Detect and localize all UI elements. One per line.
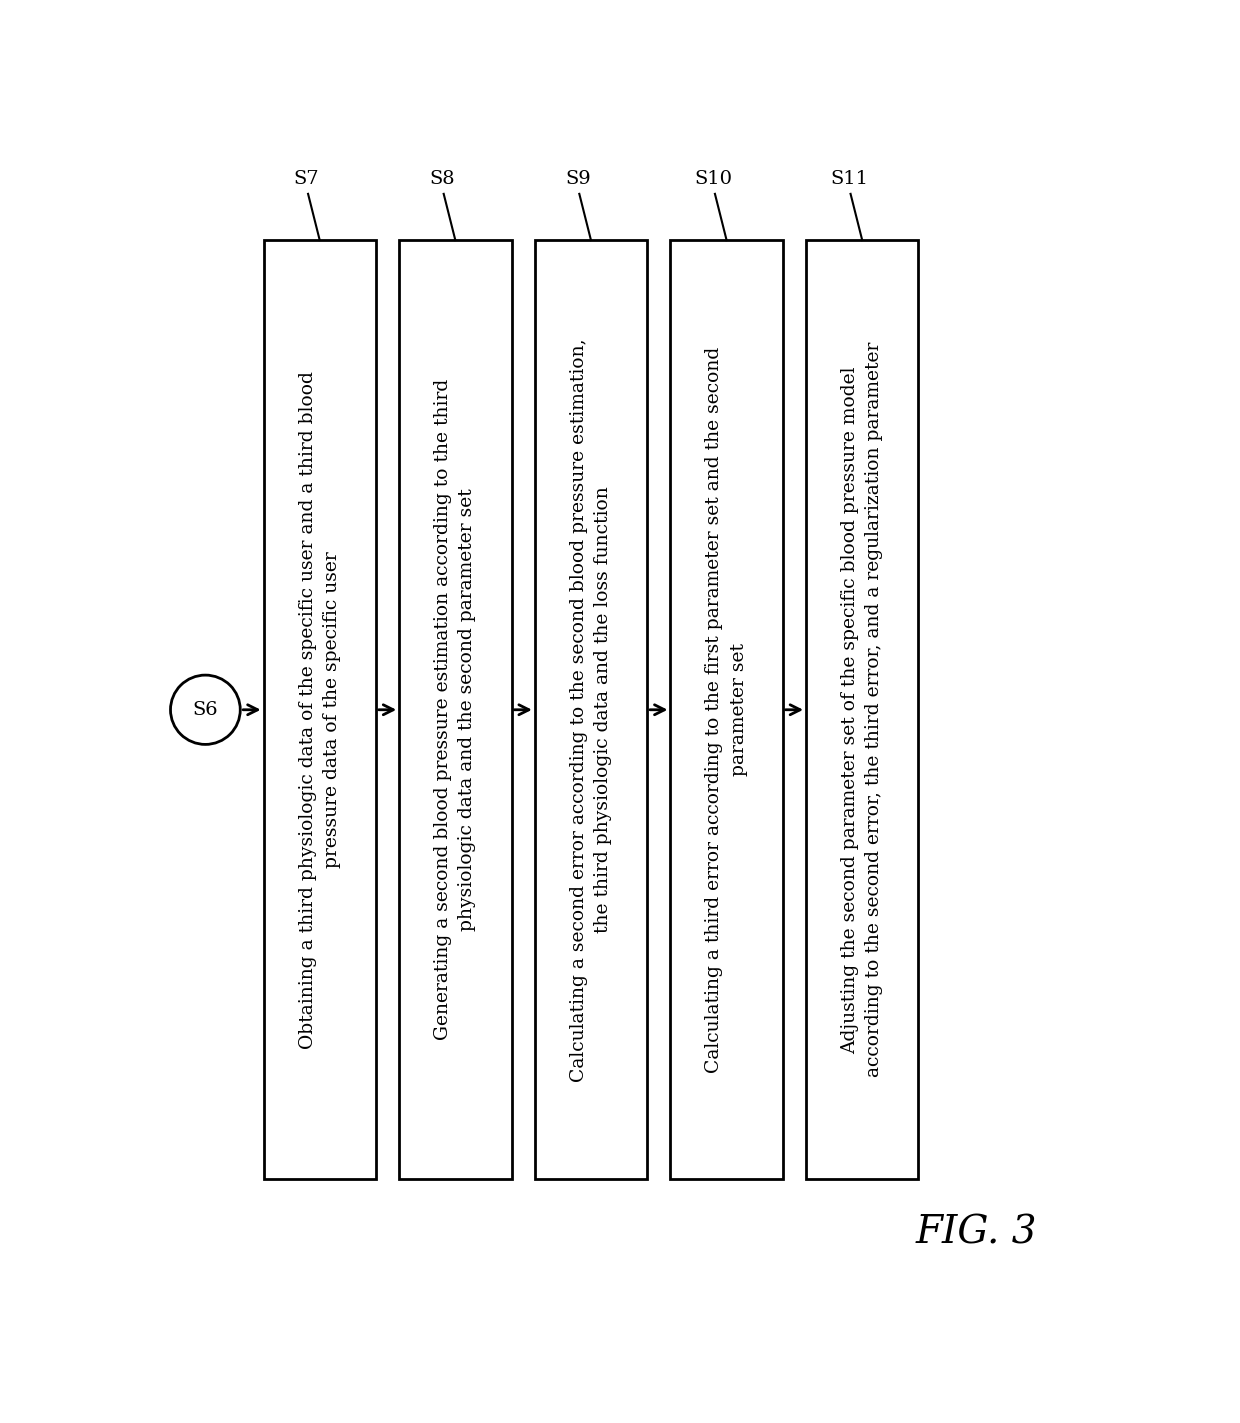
- Text: S8: S8: [429, 169, 455, 188]
- Bar: [399, 240, 511, 1180]
- Text: Obtaining a third physiologic data of the specific user and a third blood
pressu: Obtaining a third physiologic data of th…: [299, 371, 341, 1049]
- Text: Calculating a second error according to the second blood pressure estimation,
th: Calculating a second error according to …: [570, 337, 613, 1081]
- Text: S7: S7: [294, 169, 320, 188]
- Bar: [534, 240, 647, 1180]
- Text: S10: S10: [694, 169, 733, 188]
- Text: FIG. 3: FIG. 3: [916, 1215, 1037, 1252]
- Bar: [263, 240, 376, 1180]
- Text: Generating a second blood pressure estimation according to the third
physiologic: Generating a second blood pressure estim…: [434, 379, 476, 1040]
- Bar: [671, 240, 782, 1180]
- Text: Calculating a third error according to the first parameter set and the second
pa: Calculating a third error according to t…: [706, 347, 748, 1073]
- Text: S11: S11: [830, 169, 868, 188]
- Text: Adjusting the second parameter set of the specific blood pressure model
accordin: Adjusting the second parameter set of th…: [841, 342, 883, 1077]
- Bar: [806, 240, 919, 1180]
- Text: S6: S6: [192, 700, 218, 719]
- Text: S9: S9: [565, 169, 590, 188]
